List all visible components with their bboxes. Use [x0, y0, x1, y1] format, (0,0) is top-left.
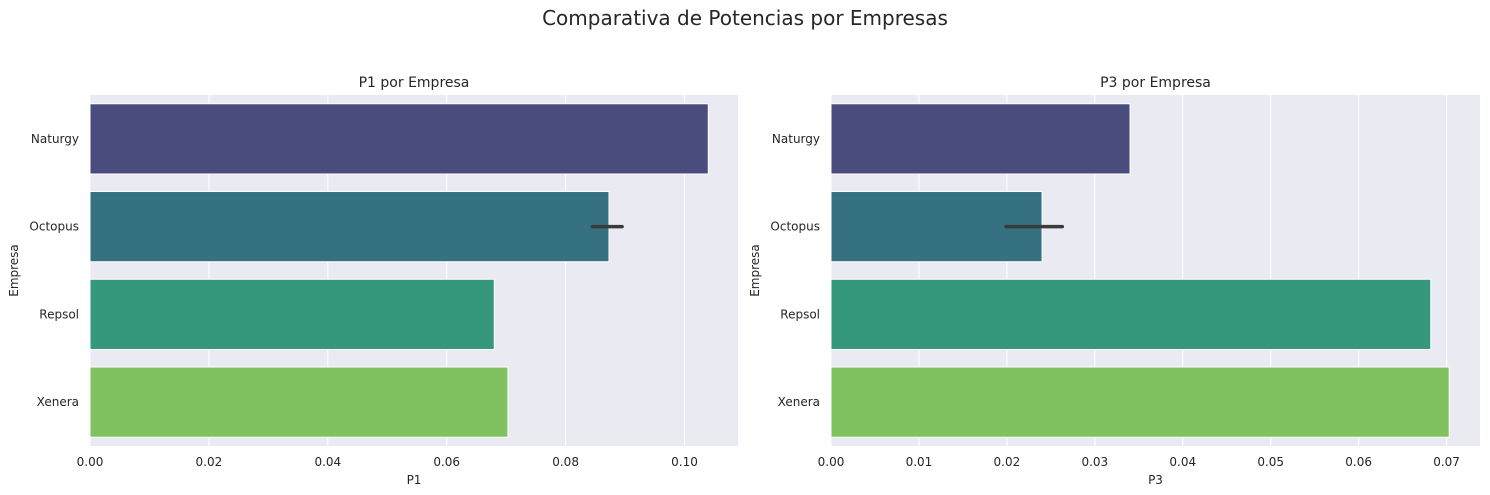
chart1-y-tick-label: Xenera: [37, 395, 79, 409]
chart2-y-tick-label: Naturgy: [772, 132, 820, 146]
chart2-x-tick-label: 0.07: [1433, 455, 1460, 469]
chart2-y-axis-label: Empresa: [748, 244, 762, 297]
chart1-y-tick-label: Naturgy: [31, 132, 79, 146]
chart1-bar-naturgy: [89, 103, 709, 175]
chart1-x-tick-label: 0.02: [196, 455, 223, 469]
chart2-bar-xenera: [830, 366, 1450, 438]
chart2-x-tick-label: 0.02: [994, 455, 1021, 469]
chart1-title: P1 por Empresa: [359, 75, 470, 91]
chart2-x-tick-label: 0.05: [1257, 455, 1284, 469]
chart1-y-axis-label: Empresa: [7, 244, 21, 297]
chart1-y-tick-label: Repsol: [39, 307, 79, 321]
chart2-x-tick-label: 0.03: [1081, 455, 1108, 469]
chart1-bar-repsol: [89, 278, 495, 350]
chart2-bar-naturgy: [830, 103, 1131, 175]
chart1-x-tick-label: 0.08: [552, 455, 579, 469]
chart1-x-tick-label: 0.10: [671, 455, 698, 469]
chart2-y-tick-label: Repsol: [780, 307, 820, 321]
chart2-title: P3 por Empresa: [1100, 75, 1211, 91]
figure-title: Comparativa de Potencias por Empresas: [542, 6, 948, 30]
chart1-x-axis-label: P1: [407, 473, 422, 487]
chart2-y-tick-label: Octopus: [770, 220, 820, 234]
chart2-y-tick-label: Xenera: [778, 395, 820, 409]
chart2-x-axis-label: P3: [1148, 473, 1163, 487]
chart1-x-tick-label: 0.06: [433, 455, 460, 469]
chart1-y-tick-label: Octopus: [29, 220, 79, 234]
chart2-x-tick-label: 0.06: [1345, 455, 1372, 469]
chart2-x-tick-label: 0.04: [1169, 455, 1196, 469]
chart2-x-tick-label: 0.00: [818, 455, 845, 469]
chart2-x-tick-label: 0.01: [906, 455, 933, 469]
chart1-bar-xenera: [89, 366, 509, 438]
chart1-x-tick-label: 0.04: [314, 455, 341, 469]
chart2-bar-repsol: [830, 278, 1432, 350]
chart1-bar-octopus: [89, 191, 610, 263]
chart1-x-tick-label: 0.00: [77, 455, 104, 469]
